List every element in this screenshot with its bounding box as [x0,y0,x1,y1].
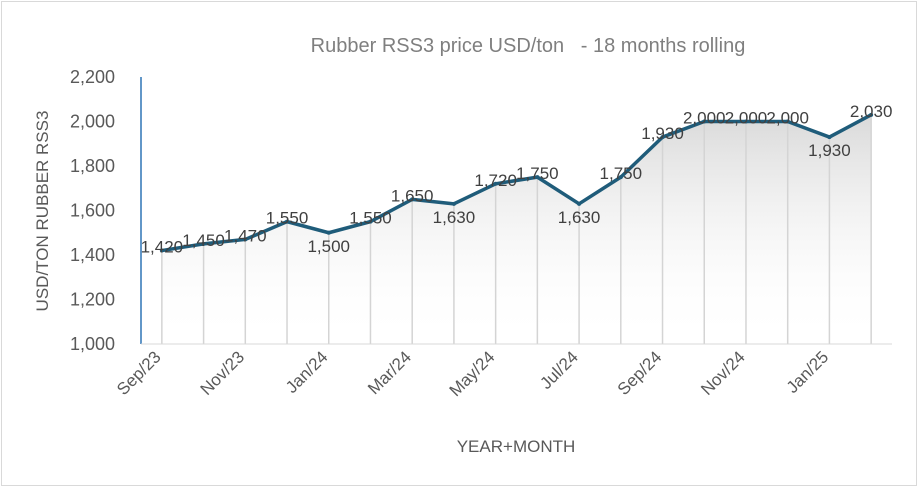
x-tick-label: May/24 [446,347,499,400]
drop-lines [161,114,872,344]
data-point [577,201,582,206]
data-point [410,197,415,202]
data-point [785,119,790,124]
data-label: 1,630 [433,208,476,227]
data-label: 1,550 [349,209,392,228]
y-tick-label: 1,800 [70,156,115,176]
y-tick-label: 2,000 [70,112,115,132]
y-tick-label: 1,600 [70,201,115,221]
area-fill [161,114,872,344]
data-label: 1,550 [266,209,309,228]
data-point [702,119,707,124]
data-point [827,135,832,140]
data-label: 1,630 [558,208,601,227]
data-point [535,175,540,180]
x-tick-label: Sep/24 [614,347,666,399]
data-label: 1,750 [516,164,559,183]
x-tick-labels: Sep/23 Nov/23 Jan/24 Mar/24 May/24 Jul/24 Sep/… [113,347,832,400]
x-tick-label: Nov/24 [697,347,749,399]
y-tick-label: 2,200 [70,67,115,87]
y-tick-labels: 1,000 1,200 1,400 1,600 1,800 2,000 2,200 [70,67,115,354]
data-labels: 1,420 1,450 1,4701,5501,5001,5501,6501,630… [141,102,893,257]
price-series-line [160,113,873,253]
data-label: 1,930 [641,124,684,143]
data-point [243,237,248,242]
x-tick-label: Jan/24 [282,347,332,397]
x-tick-label: Sep/23 [113,347,165,399]
data-label: 1,500 [307,237,350,256]
data-point [368,219,373,224]
data-point [201,241,206,246]
x-axis-label: YEAR+MONTH [457,437,576,456]
data-point [326,230,331,235]
data-label: 1,420 [141,238,184,257]
data-label: 2,000 [683,109,726,128]
x-tick-label: Jul/24 [536,347,582,393]
data-point [159,248,164,253]
x-tick-label: Mar/24 [364,347,415,398]
chart-title: Rubber RSS3 price USD/ton - 18 months ro… [311,35,746,57]
data-label: 1,750 [600,164,643,183]
x-tick-label: Nov/23 [197,347,249,399]
data-label: 2,030 [850,102,893,121]
y-tick-label: 1,400 [70,245,115,265]
data-label: 1,450 [182,231,225,250]
data-point [285,219,290,224]
y-axis-label: USD/TON RUBBER RSS3 [33,111,52,312]
data-label: 1,650 [391,186,434,205]
y-tick-label: 1,000 [70,334,115,354]
data-label: 1,930 [808,141,851,160]
y-tick-label: 1,200 [70,290,115,310]
data-label: 2,000 [766,109,809,128]
x-tick-label: Jan/25 [783,347,833,397]
data-label: 1,470 [224,226,267,245]
data-label: 2,000 [725,109,768,128]
data-point [493,181,498,186]
data-point [743,119,748,124]
data-label: 1,720 [474,171,517,190]
area-layer [161,114,872,344]
axes [140,77,892,345]
data-point [660,135,665,140]
series-line [159,112,874,253]
data-point [869,112,874,117]
data-point [618,175,623,180]
data-point [451,201,456,206]
